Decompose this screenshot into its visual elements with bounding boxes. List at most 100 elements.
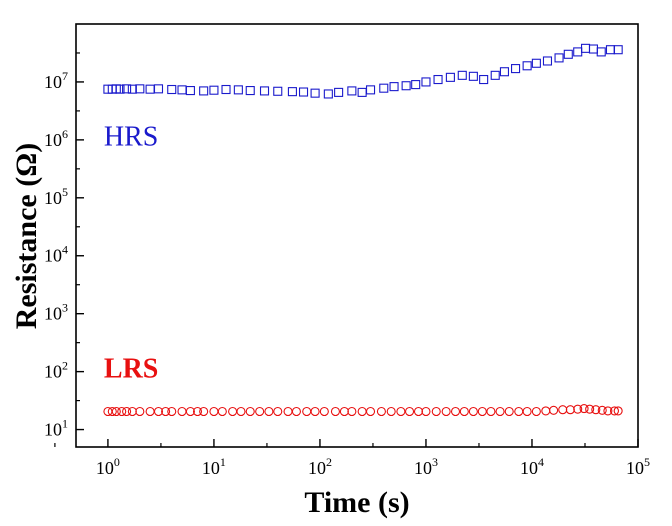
lrs-data-point xyxy=(302,406,312,417)
y-tick-label: 105 xyxy=(44,185,68,208)
hrs-data-point xyxy=(499,67,510,77)
hrs-data-point xyxy=(287,87,297,97)
lrs-data-point xyxy=(347,406,357,417)
lrs-data-point xyxy=(283,406,293,417)
hrs-data-point xyxy=(511,64,521,74)
lrs-data-point xyxy=(145,406,155,417)
x-tick-label: 105 xyxy=(626,455,650,478)
lrs-data-point xyxy=(177,406,187,417)
x-tick-label: 104 xyxy=(520,455,544,478)
y-tick-label: 107 xyxy=(44,69,68,92)
lrs-data-point xyxy=(431,406,441,417)
y-tick-label: 104 xyxy=(44,243,68,266)
x-tick-label: 102 xyxy=(308,455,332,478)
hrs-data-point xyxy=(167,84,177,95)
lrs-data-point xyxy=(135,406,145,417)
lrs-data-point xyxy=(365,406,376,417)
lrs-data-point xyxy=(549,405,559,415)
lrs-data-point xyxy=(386,406,396,417)
hrs-data-point xyxy=(347,86,357,96)
hrs-data-point xyxy=(298,87,309,97)
hrs-data-point xyxy=(199,86,209,96)
x-tick-label: 103 xyxy=(414,455,438,478)
hrs-data-point xyxy=(389,82,399,92)
hrs-data-point xyxy=(323,89,333,99)
lrs-data-point xyxy=(376,406,386,417)
lrs-data-point xyxy=(255,406,265,417)
hrs-data-point xyxy=(411,80,421,90)
lrs-data-point xyxy=(613,406,623,416)
hrs-data-point xyxy=(273,86,283,96)
lrs-data-point xyxy=(558,405,568,415)
lrs-data-point xyxy=(111,406,121,417)
lrs-series xyxy=(103,404,623,417)
hrs-data-point xyxy=(588,44,598,54)
hrs-data-point xyxy=(127,84,137,94)
lrs-data-point xyxy=(450,406,461,417)
hrs-data-point xyxy=(122,84,132,94)
hrs-series xyxy=(103,43,623,99)
lrs-data-point xyxy=(236,406,246,417)
lrs-data-point xyxy=(153,406,164,417)
lrs-data-point xyxy=(107,406,117,417)
hrs-label: HRS xyxy=(104,122,158,153)
lrs-data-point xyxy=(504,406,514,417)
hrs-data-point xyxy=(613,45,623,55)
lrs-data-point xyxy=(541,406,551,416)
lrs-data-point xyxy=(468,406,478,417)
lrs-data-point xyxy=(585,404,595,414)
hrs-data-point xyxy=(605,45,616,55)
lrs-data-point xyxy=(228,406,238,417)
y-tick-label: 103 xyxy=(44,301,68,324)
hrs-data-point xyxy=(259,86,270,96)
lrs-data-point xyxy=(441,406,451,417)
lrs-data-point xyxy=(357,406,367,417)
hrs-data-point xyxy=(580,43,591,53)
hrs-data-point xyxy=(457,70,467,80)
lrs-data-point xyxy=(117,406,127,417)
lrs-data-point xyxy=(217,406,227,417)
lrs-data-point xyxy=(185,406,195,417)
hrs-data-point xyxy=(468,71,478,81)
lrs-data-point xyxy=(522,406,532,417)
hrs-data-point xyxy=(490,70,500,80)
lrs-data-point xyxy=(122,406,132,417)
y-tick-label: 106 xyxy=(44,127,68,150)
y-tick-label: 102 xyxy=(44,359,68,382)
lrs-data-point xyxy=(291,406,301,417)
lrs-data-point xyxy=(330,406,340,417)
data-marks xyxy=(103,43,623,417)
axis-ticks: 100 101 102 103 104 105 101 102 103 104 105 106 107 xyxy=(44,52,650,478)
hrs-data-point xyxy=(479,74,489,85)
hrs-data-point xyxy=(542,56,553,66)
lrs-data-point xyxy=(495,406,505,417)
lrs-data-point xyxy=(597,405,607,415)
hrs-data-point xyxy=(554,53,564,63)
hrs-data-point xyxy=(421,77,431,87)
y-axis-title: Resistance (Ω) xyxy=(10,143,43,329)
lrs-data-point xyxy=(591,405,601,415)
lrs-data-point xyxy=(486,406,496,417)
y-tick-label: 101 xyxy=(44,417,68,440)
lrs-data-point xyxy=(192,406,203,417)
lrs-data-point xyxy=(579,404,589,414)
lrs-data-point xyxy=(573,404,583,414)
lrs-data-point xyxy=(127,406,137,417)
hrs-data-point xyxy=(379,83,389,93)
hrs-data-point xyxy=(221,84,231,95)
hrs-data-point xyxy=(433,74,443,85)
lrs-data-point xyxy=(421,406,431,417)
hrs-data-point xyxy=(365,85,376,95)
lrs-data-point xyxy=(459,406,469,417)
lrs-data-point xyxy=(199,406,209,417)
lrs-data-point xyxy=(565,405,575,415)
lrs-data-point xyxy=(167,406,177,417)
hrs-data-point xyxy=(115,84,125,94)
x-tick-label: 101 xyxy=(202,455,226,478)
lrs-data-point xyxy=(477,406,487,417)
hrs-data-point xyxy=(310,88,320,98)
hrs-data-point xyxy=(153,84,164,94)
x-tick-label: 100 xyxy=(96,455,120,478)
hrs-data-point xyxy=(185,86,195,96)
